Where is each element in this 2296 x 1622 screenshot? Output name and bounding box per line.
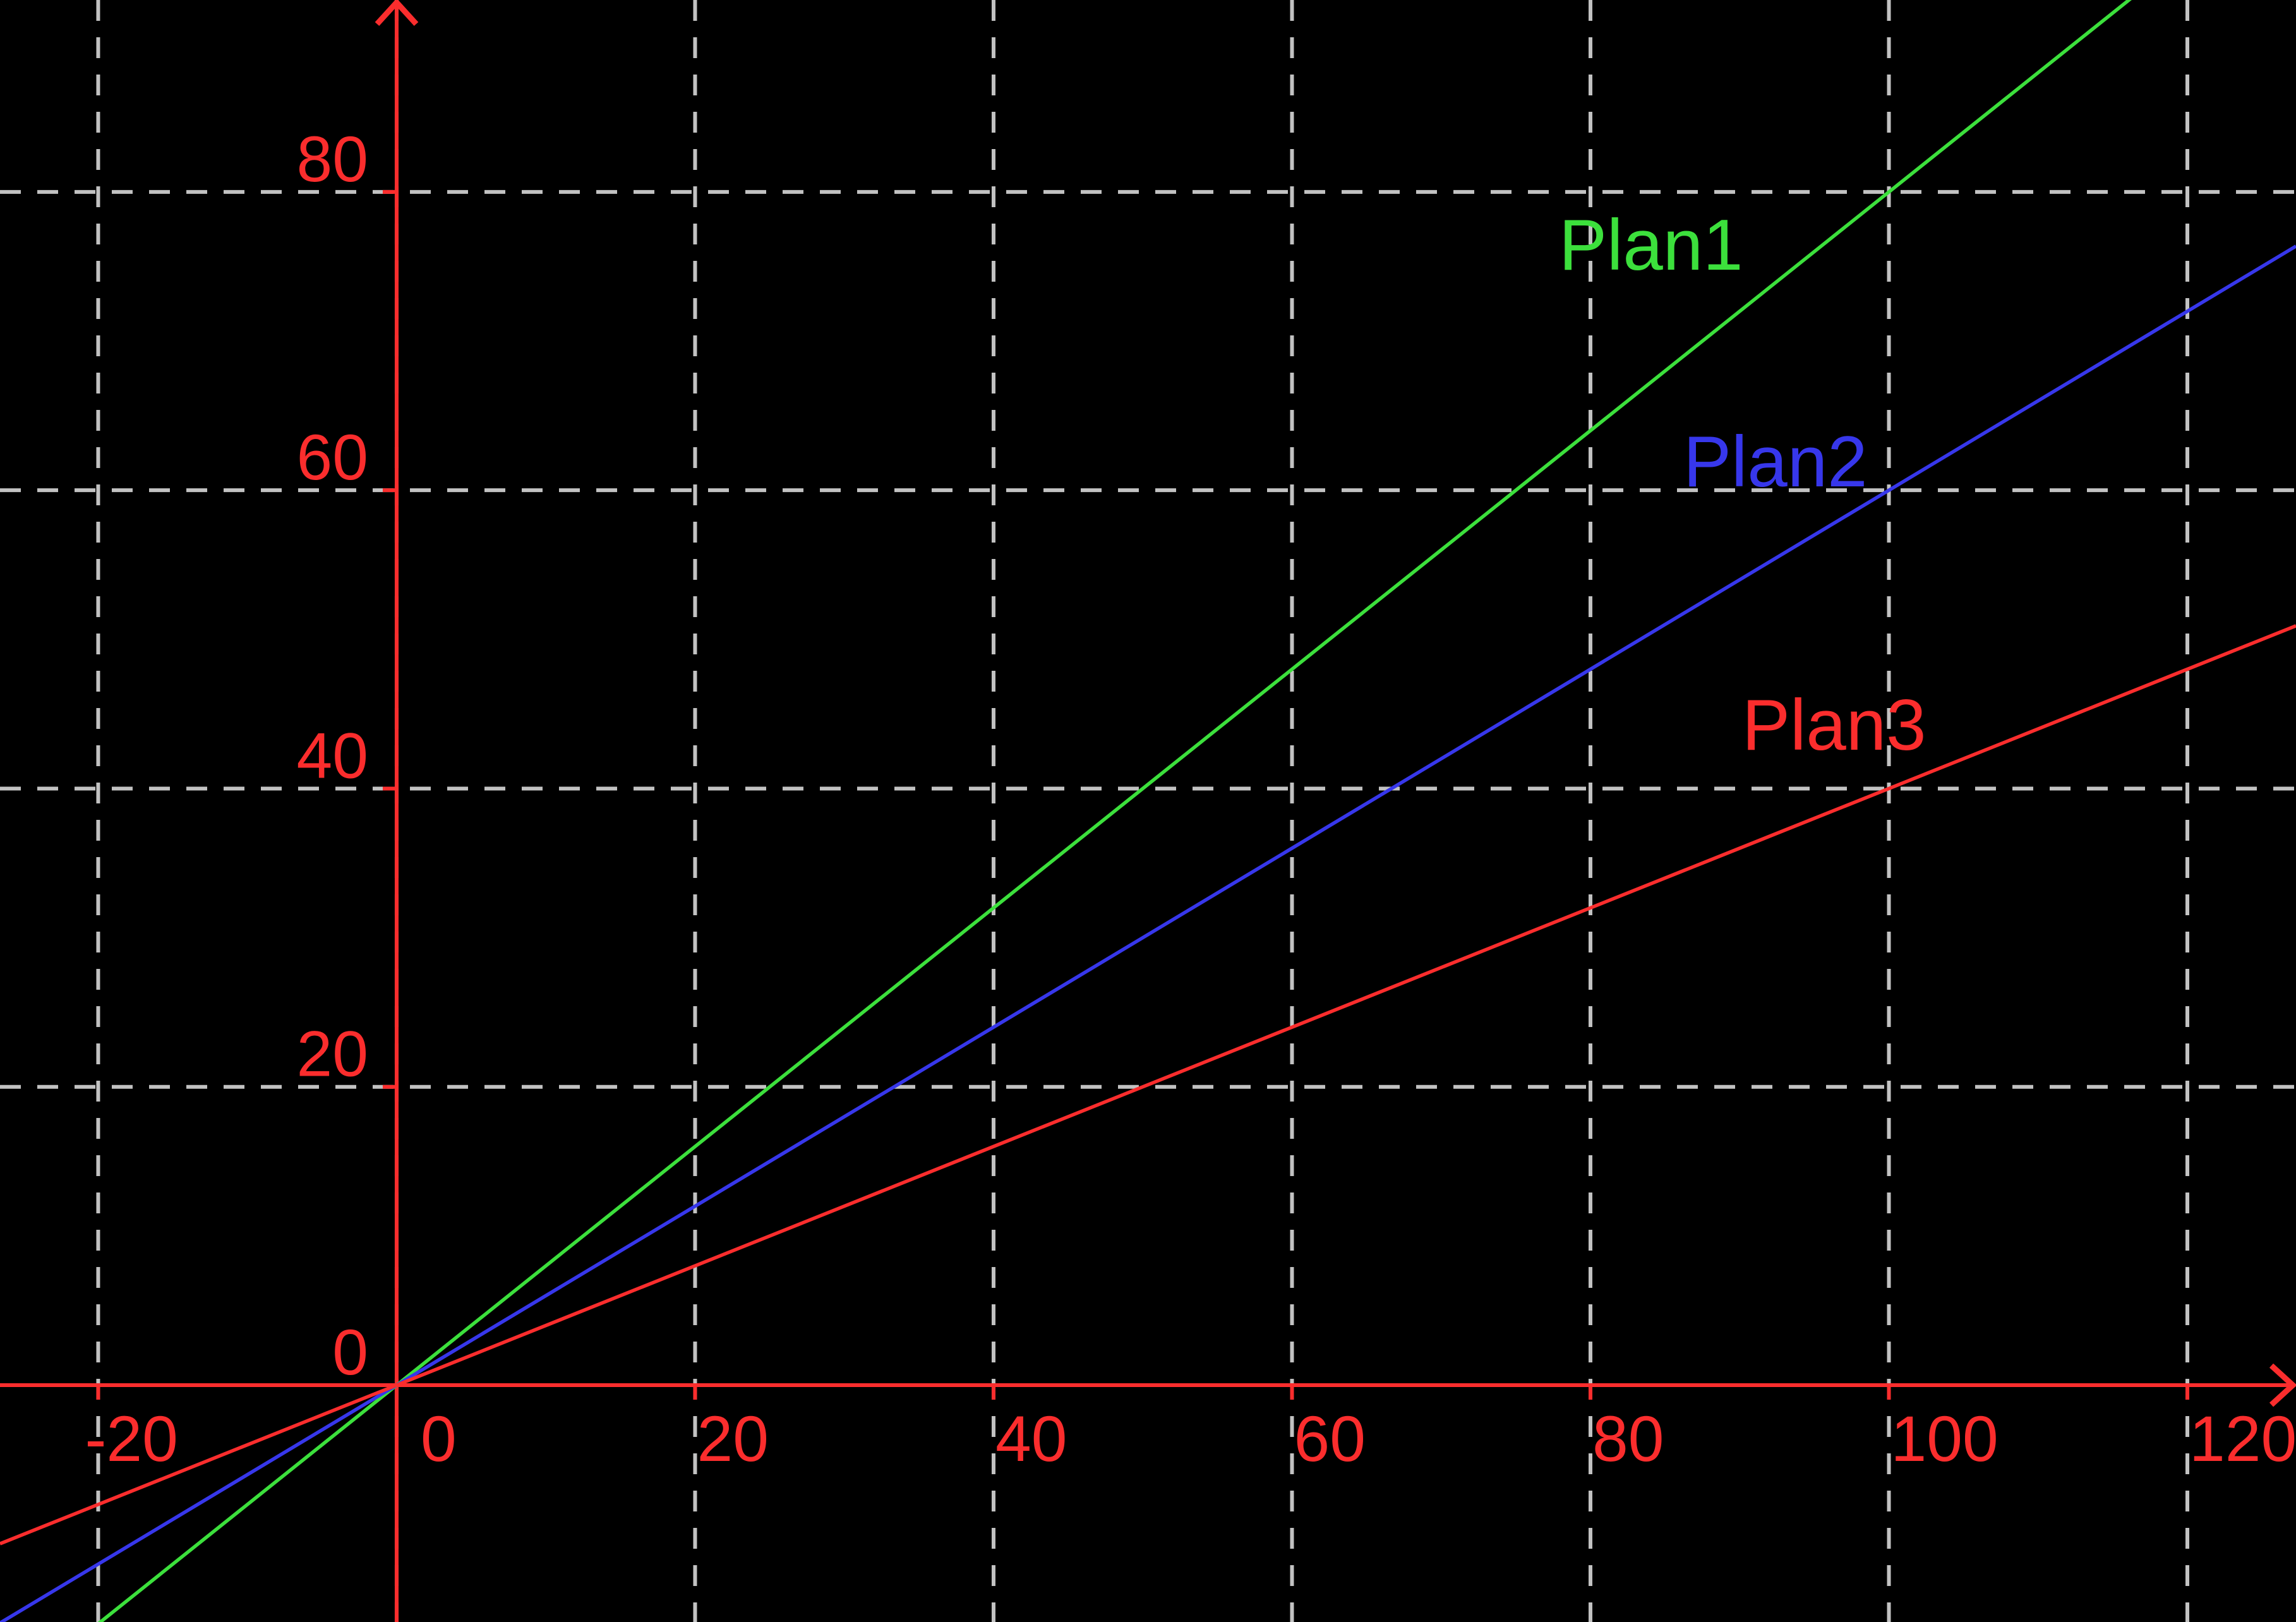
axis-ticks [96, 189, 2190, 1400]
x-tick-label-40: 40 [995, 1403, 1067, 1475]
x-tick-label-0: 0 [421, 1403, 457, 1475]
x-tick-label-60: 60 [1294, 1403, 1365, 1475]
plan3-label: Plan3 [1742, 685, 1926, 766]
plan2-line [0, 244, 2296, 1622]
y-tick-label-40: 40 [296, 719, 368, 791]
y-tick-label-60: 60 [296, 421, 368, 493]
x-tick-label-20: 20 [697, 1403, 768, 1475]
x-axis-arrow-icon [2269, 1363, 2296, 1407]
plan3-line [0, 624, 2296, 1546]
plan2-label: Plan2 [1683, 422, 1868, 502]
tick-labels: -20 0 20 40 60 80 100 120 0 20 40 60 80 [85, 123, 2296, 1475]
y-axis-arrow-icon [375, 0, 419, 27]
x-tick-label--20: -20 [85, 1403, 177, 1475]
x-tick-label-80: 80 [1592, 1403, 1664, 1475]
series-labels: Plan1 Plan2 Plan3 [1559, 205, 1926, 766]
y-tick-label-0: 0 [332, 1316, 368, 1388]
y-tick-label-20: 20 [296, 1018, 368, 1090]
x-tick-label-100: 100 [1890, 1403, 1998, 1475]
plan1-label: Plan1 [1559, 205, 1743, 285]
x-tick-label-120: 120 [2189, 1403, 2296, 1475]
y-tick-label-80: 80 [296, 123, 368, 195]
